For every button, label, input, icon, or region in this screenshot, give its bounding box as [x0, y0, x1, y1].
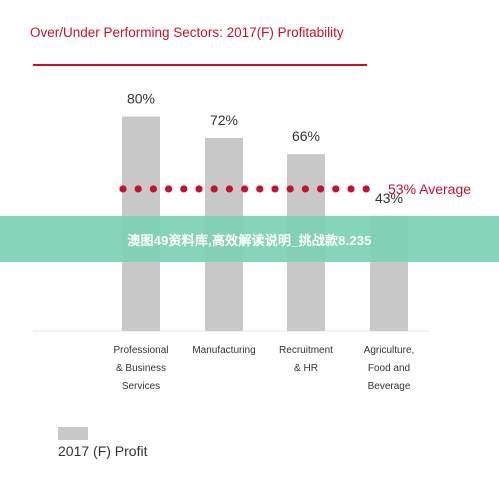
average-dot [256, 185, 264, 193]
average-dot [317, 185, 325, 193]
legend-swatch [58, 427, 88, 440]
average-dot [165, 185, 173, 193]
category-label-3: Recruitment & HR [279, 345, 333, 374]
category-label-1: Professional & Business Services [113, 345, 168, 392]
average-dot [286, 185, 294, 193]
average-dot [241, 185, 249, 193]
average-dot [271, 185, 279, 193]
average-dot [134, 185, 142, 193]
average-dot [347, 185, 355, 193]
average-line [119, 185, 370, 193]
average-dot [301, 185, 309, 193]
value-label-4: 43% [375, 190, 403, 206]
average-dot [195, 185, 203, 193]
average-dot [332, 185, 340, 193]
average-dot [119, 185, 127, 193]
average-dot [362, 185, 370, 193]
average-label: 53% Average [388, 181, 471, 197]
banner-text: 澳图49资料库,高效解读说明_挑战款8.235 [127, 232, 372, 248]
category-label-4: Agriculture, Food and Beverage [364, 345, 415, 392]
average-dot [149, 185, 157, 193]
value-label-1: 80% [127, 91, 155, 107]
chart-title: Over/Under Performing Sectors: 2017(F) P… [30, 25, 344, 40]
average-dot [180, 185, 188, 193]
watermark-banner: 澳图49资料库,高效解读说明_挑战款8.235 [0, 216, 499, 262]
average-dot [210, 185, 218, 193]
value-label-3: 66% [292, 128, 320, 144]
average-dot [225, 185, 233, 193]
value-label-2: 72% [210, 112, 238, 128]
category-label-2: Manufacturing [192, 345, 255, 356]
legend-label: 2017 (F) Profit [58, 443, 148, 459]
